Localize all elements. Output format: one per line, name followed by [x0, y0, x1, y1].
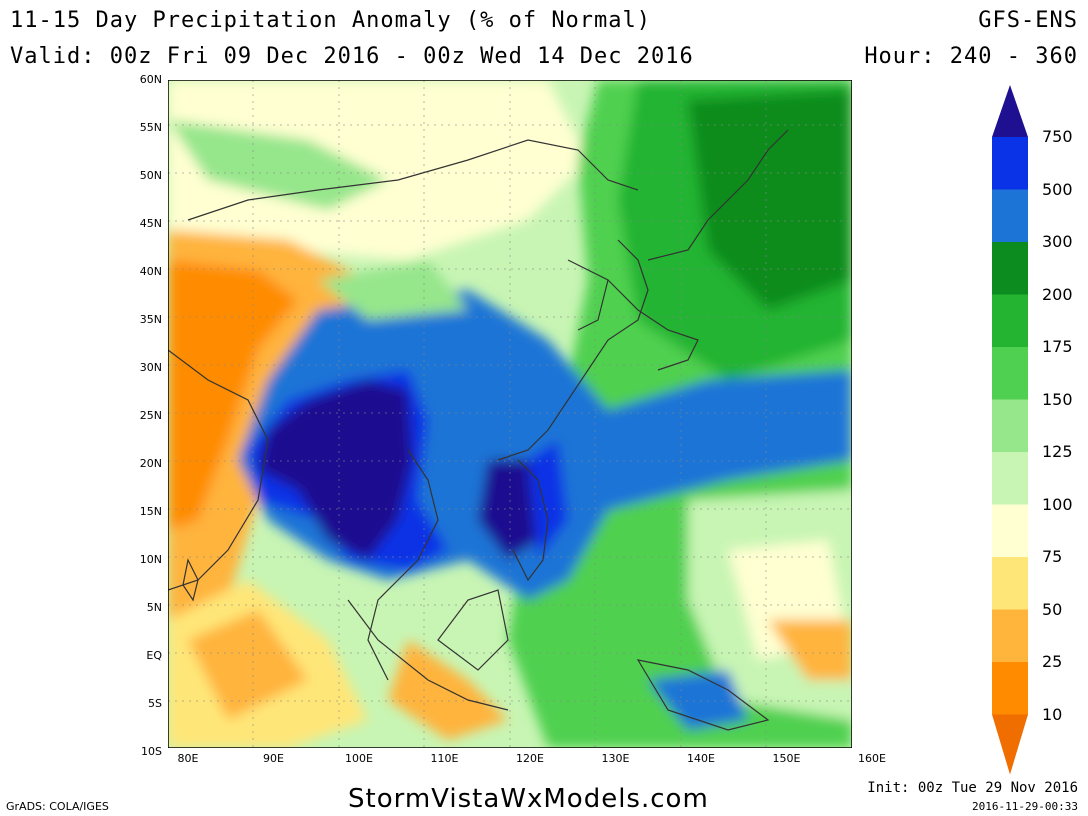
lon-label: 110E — [430, 752, 459, 765]
lat-label: 25N — [139, 409, 162, 422]
colorbar-level: 75 — [1042, 547, 1063, 566]
colorbar-level: 150 — [1042, 389, 1073, 409]
lat-label: 35N — [139, 313, 162, 326]
lat-label: 10N — [139, 553, 162, 566]
lat-label: EQ — [146, 649, 162, 662]
lat-label: 60N — [139, 73, 162, 86]
lon-label: 140E — [687, 752, 715, 765]
lon-label: 160E — [858, 752, 886, 765]
lon-label: 130E — [601, 752, 630, 765]
valid-period: Valid: 00z Fri 09 Dec 2016 - 00z Wed 14 … — [10, 44, 694, 69]
grads-credit: GrADS: COLA/IGES — [6, 800, 109, 813]
colorbar-level: 200 — [1042, 284, 1073, 304]
model-name: GFS-ENS — [978, 8, 1078, 33]
lon-label: 90E — [263, 752, 284, 765]
lat-label: 15N — [139, 505, 162, 518]
precipitation-anomaly-map — [168, 80, 852, 748]
colorbar-level: 10 — [1042, 704, 1063, 724]
colorbar-segment — [992, 242, 1028, 295]
lon-label: 100E — [345, 752, 373, 765]
timestamp: 2016-11-29-00:33 — [972, 800, 1078, 813]
map-title: 11-15 Day Precipitation Anomaly (% of No… — [10, 8, 652, 33]
colorbar — [992, 85, 1028, 775]
lon-label: 80E — [177, 752, 199, 765]
lat-label: 50N — [139, 169, 162, 182]
lat-label: 45N — [139, 217, 162, 230]
colorbar-segment — [992, 189, 1028, 242]
lat-label: 10S — [141, 745, 162, 758]
colorbar-level: 25 — [1042, 652, 1063, 671]
lon-label: 120E — [516, 752, 544, 765]
colorbar-top-arrow — [992, 85, 1028, 137]
lat-label: 30N — [139, 361, 162, 374]
colorbar-segment — [992, 294, 1028, 347]
colorbar-level: 500 — [1042, 179, 1073, 199]
colorbar-level: 100 — [1042, 494, 1073, 514]
website-credit: StormVistaWxModels.com — [348, 784, 709, 814]
colorbar-segment — [992, 452, 1028, 505]
colorbar-level: 50 — [1042, 599, 1063, 619]
colorbar-segment — [992, 399, 1028, 452]
forecast-hour: Hour: 240 - 360 — [864, 44, 1078, 69]
lon-label: 150E — [772, 752, 801, 765]
colorbar-segment — [992, 609, 1028, 662]
lat-label: 5N — [146, 601, 162, 614]
colorbar-level: 175 — [1042, 337, 1073, 356]
lat-label: 5S — [148, 697, 162, 710]
colorbar-level: 300 — [1042, 232, 1073, 251]
colorbar-segment — [992, 557, 1028, 610]
lat-label: 40N — [139, 265, 162, 278]
init-time: Init: 00z Tue 29 Nov 2016 — [867, 780, 1078, 796]
colorbar-segment — [992, 504, 1028, 557]
colorbar-segment — [992, 662, 1028, 715]
colorbar-segment — [992, 137, 1028, 190]
colorbar-bottom-arrow — [992, 714, 1028, 775]
colorbar-segment — [992, 347, 1028, 400]
colorbar-level: 125 — [1042, 442, 1073, 461]
colorbar-level: 750 — [1042, 127, 1073, 146]
lat-label: 20N — [139, 457, 162, 470]
lat-label: 55N — [139, 121, 162, 134]
